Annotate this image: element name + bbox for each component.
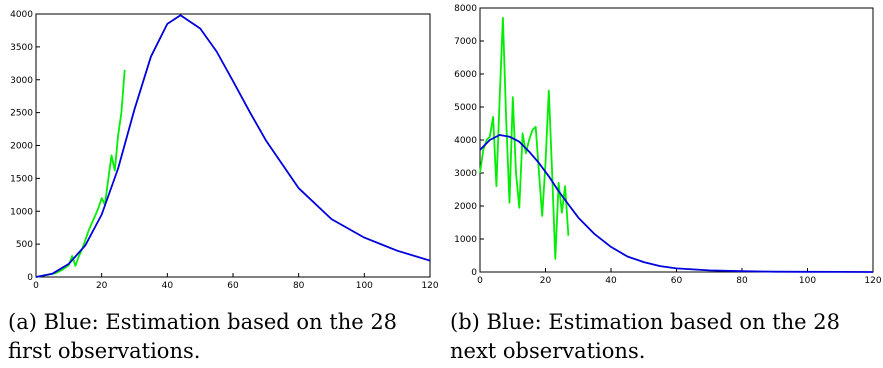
observation-line-a (35, 69, 126, 278)
y-tick-label: 2000 (454, 202, 477, 212)
y-tick-label: 0 (27, 273, 33, 283)
x-tick-label: 0 (33, 281, 39, 291)
x-tick-label: 80 (293, 281, 305, 291)
caption-a-line2: first observations. (8, 339, 201, 363)
x-tick-label: 0 (477, 276, 483, 286)
y-tick-label: 0 (471, 268, 477, 278)
estimation-line-b (479, 134, 874, 273)
y-tick-label: 1000 (10, 207, 33, 217)
x-tick-label: 80 (736, 276, 748, 286)
x-tick-label: 120 (421, 281, 438, 291)
x-tick-label: 40 (605, 276, 617, 286)
estimation-line-a (35, 14, 431, 278)
y-tick-label: 4000 (10, 10, 33, 20)
charts-canvas: 0 20 40 60 80 100 1200500100015002000250030003… (10, 4, 882, 291)
x-tick-label: 40 (162, 281, 174, 291)
chart-b: 0 20 40 60 80 100 120 0 1000 2000 3000 4000 5000 6000… (454, 4, 882, 286)
caption-b-line1: (b) Blue: Estimation based on the 28 (450, 310, 840, 334)
y-tick-label: 500 (16, 240, 33, 250)
y-tick-label: 3000 (10, 76, 33, 86)
x-tick-label: 60 (671, 276, 683, 286)
caption-b: (b) Blue: Estimation based on the 28 nex… (450, 308, 840, 366)
chart-a: 0 20 40 60 80 100 120 0 500 1000 1500 2000 2500 3000 3… (10, 10, 439, 291)
y-tick-label: 5000 (454, 103, 477, 113)
x-tick-label: 20 (540, 276, 552, 286)
x-tick-label: 100 (356, 281, 373, 291)
y-tick-label: 4000 (454, 136, 477, 146)
y-tick-label: 7000 (454, 37, 477, 47)
plot-frame-a (35, 13, 431, 278)
y-tick-label: 3500 (10, 43, 33, 53)
x-tick-label: 100 (799, 276, 816, 286)
y-tick-label: 2000 (10, 142, 33, 152)
caption-a: (a) Blue: Estimation based on the 28 fir… (8, 308, 397, 366)
observation-line-b (479, 16, 570, 260)
caption-b-line2: next observations. (450, 339, 646, 363)
x-tick-label: 60 (227, 281, 239, 291)
x-tick-label: 120 (864, 276, 881, 286)
caption-a-line1: (a) Blue: Estimation based on the 28 (8, 310, 398, 334)
y-tick-label: 1500 (10, 174, 33, 184)
y-tick-label: 8000 (454, 4, 477, 14)
y-tick-label: 6000 (454, 70, 477, 80)
y-tick-label: 1000 (454, 235, 477, 245)
y-tick-label: 2500 (10, 109, 33, 119)
plot-frame-b (479, 7, 874, 273)
y-tick-label: 3000 (454, 169, 477, 179)
x-tick-label: 20 (96, 281, 108, 291)
